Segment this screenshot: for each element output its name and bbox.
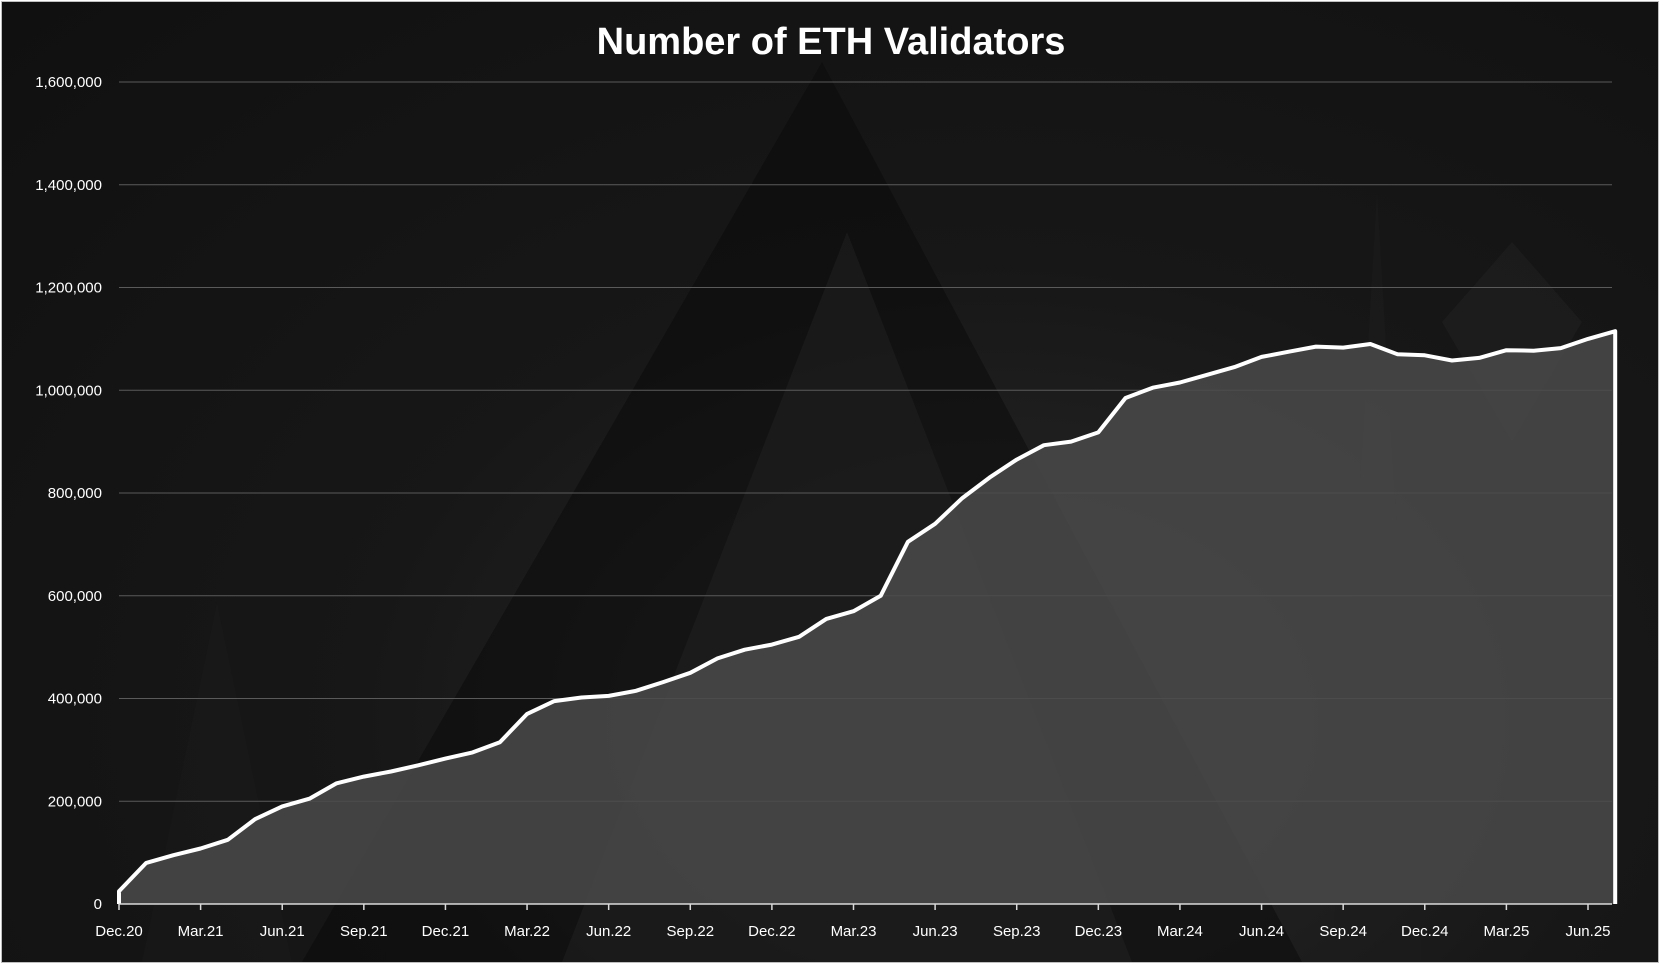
x-tick-label: Dec.21 [422, 923, 470, 940]
x-tick-label: Dec.23 [1075, 923, 1123, 940]
chart-title: Number of ETH Validators [597, 21, 1066, 63]
y-tick-label: 400,000 [48, 691, 102, 708]
y-tick-label: 600,000 [48, 588, 102, 605]
y-tick-label: 0 [94, 896, 102, 913]
x-tick-label: Mar.22 [504, 923, 550, 940]
y-tick-label: 800,000 [48, 485, 102, 502]
x-tick-label: Mar.24 [1157, 923, 1203, 940]
y-tick-label: 200,000 [48, 793, 102, 810]
series-area-fill [119, 331, 1616, 904]
y-tick-label: 1,400,000 [35, 177, 102, 194]
y-tick-label: 1,200,000 [35, 280, 102, 297]
x-tick-label: Dec.20 [95, 923, 143, 940]
x-tick-label: Jun.22 [586, 923, 631, 940]
y-tick-label: 1,000,000 [35, 382, 102, 399]
x-tick-label: Sep.23 [993, 923, 1041, 940]
x-tick-label: Sep.22 [667, 923, 715, 940]
x-tick-label: Jun.24 [1239, 923, 1284, 940]
x-tick-label: Mar.25 [1483, 923, 1529, 940]
x-tick-label: Sep.24 [1319, 923, 1367, 940]
x-tick-label: Jun.23 [913, 923, 958, 940]
x-axis-tick-labels: Dec.20 Mar.21 Jun.21 Sep.21 Dec.21 Mar.22 Jun.… [95, 904, 1611, 940]
x-tick-label: Mar.21 [178, 923, 224, 940]
x-tick-label: Jun.25 [1565, 923, 1610, 940]
series-layer [117, 329, 1618, 904]
x-tick-label: Mar.23 [831, 923, 877, 940]
x-tick-label: Sep.21 [340, 923, 388, 940]
bg-right-diamond [1442, 242, 1582, 442]
series-line [117, 329, 1618, 904]
y-tick-label: 1,600,000 [35, 74, 102, 91]
y-axis-tick-labels: 0 200,000 400,000 600,000 800,000 1,000,000 1,… [35, 74, 102, 913]
x-tick-label: Dec.22 [748, 923, 796, 940]
x-tick-label: Dec.24 [1401, 923, 1449, 940]
x-tick-label: Jun.21 [260, 923, 305, 940]
